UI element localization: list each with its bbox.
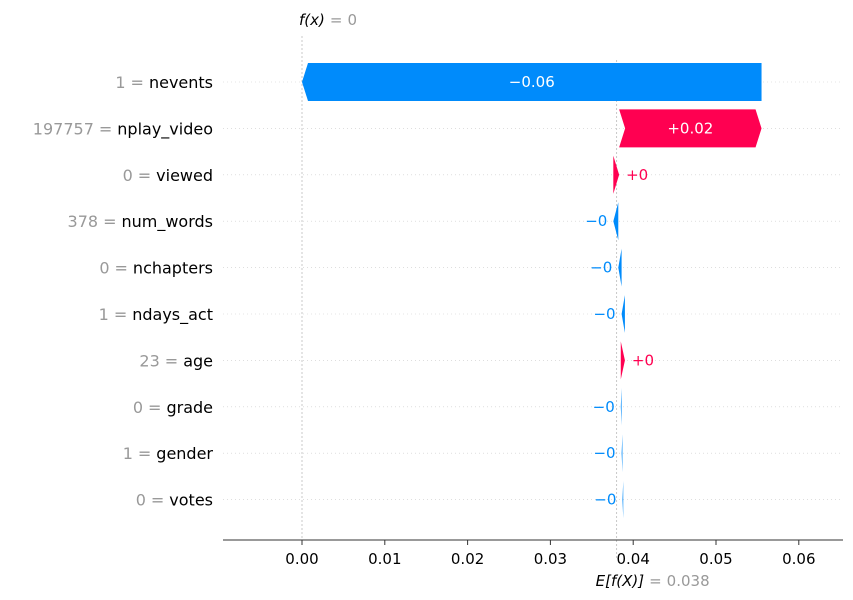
feature-name: nchapters [133, 259, 213, 278]
x-tick-label: 0.01 [368, 550, 401, 568]
feature-value: 0 [133, 398, 143, 417]
feature-label-nchapters: 0 = nchapters [99, 259, 213, 278]
feature-name: gender [156, 444, 213, 463]
feature-eq: = [148, 398, 161, 417]
x-tick-label: 0.00 [285, 550, 318, 568]
feature-label-num_words: 378 = num_words [68, 212, 213, 232]
feature-name: grade [166, 398, 213, 417]
feature-eq: = [131, 73, 144, 92]
expected-value-label: E[f(X)] = 0.038 [596, 572, 710, 590]
feature-value: 378 [68, 212, 99, 231]
feature-label-nevents: 1 = nevents [115, 73, 213, 92]
feature-label-grade: 0 = grade [133, 398, 213, 417]
efx-symbol: E[f(X)] [596, 572, 645, 590]
feature-name: ndays_act [132, 305, 213, 325]
feature-eq: = [99, 119, 112, 138]
feature-label-viewed: 0 = viewed [123, 166, 213, 185]
feature-name: nevents [149, 73, 213, 92]
feature-label-nplay_video: 197757 = nplay_video [33, 119, 213, 139]
feature-eq: = [138, 444, 151, 463]
bar-gender [621, 434, 623, 473]
feature-eq: = [151, 491, 164, 510]
bar-label-num_words: −0 [585, 212, 607, 230]
feature-eq: = [114, 305, 127, 324]
feature-name: votes [169, 491, 213, 510]
feature-name: nplay_video [117, 119, 213, 139]
bar-nplay_video [619, 109, 762, 148]
feature-value: 1 [123, 444, 133, 463]
feature-value: 0 [123, 166, 133, 185]
efx-eq: = [649, 572, 662, 590]
feature-label-votes: 0 = votes [136, 491, 213, 510]
feature-label-age: 23 = age [139, 351, 213, 370]
fx-label: f(x) = 0 [299, 11, 357, 29]
feature-label-gender: 1 = gender [123, 444, 214, 463]
fx-value: 0 [347, 11, 357, 29]
bar-num_words [613, 202, 619, 241]
feature-value: 1 [99, 305, 109, 324]
bar-label-nevents: −0.06 [509, 73, 555, 91]
bar-label-grade: −0 [593, 398, 615, 416]
x-tick-label: 0.03 [534, 550, 567, 568]
bar-nevents [302, 63, 762, 101]
x-tick-label: 0.04 [616, 550, 649, 568]
bars: −0.06 +0.02 +0 −0 −0 −0 +0 −0 −0 −0 [302, 63, 762, 519]
feature-value: 0 [99, 259, 109, 278]
bar-label-votes: −0 [594, 491, 616, 509]
feature-eq: = [115, 259, 128, 278]
feature-eq: = [138, 166, 151, 185]
efx-value: 0.038 [667, 572, 710, 590]
bar-nchapters [618, 248, 622, 287]
bar-votes [622, 480, 624, 519]
x-tick-label: 0.06 [782, 550, 815, 568]
feature-value: 0 [136, 491, 146, 510]
bar-label-viewed: +0 [626, 166, 648, 184]
feature-eq: = [103, 212, 116, 231]
bar-label-gender: −0 [593, 444, 615, 462]
feature-value: 1 [115, 73, 125, 92]
feature-value: 197757 [33, 119, 94, 138]
bar-viewed [613, 155, 620, 194]
x-axis: 0.00 0.01 0.02 0.03 0.04 0.05 0.06 [223, 539, 843, 568]
feature-label-ndays_act: 1 = ndays_act [99, 305, 213, 325]
feature-eq: = [165, 351, 178, 370]
bar-label-age: +0 [632, 351, 654, 369]
feature-name: viewed [156, 166, 213, 185]
bar-age [620, 341, 625, 380]
bar-label-ndays_act: −0 [593, 305, 615, 323]
feature-name: num_words [121, 212, 213, 232]
bar-label-nplay_video: +0.02 [667, 119, 713, 137]
bar-ndays_act [621, 295, 625, 333]
fx-symbol: f(x) [299, 11, 325, 29]
x-tick-label: 0.02 [451, 550, 484, 568]
bar-grade [620, 387, 622, 426]
feature-name: age [183, 351, 213, 370]
feature-value: 23 [139, 351, 159, 370]
x-tick-label: 0.05 [699, 550, 732, 568]
fx-eq: = [330, 11, 343, 29]
bar-label-nchapters: −0 [590, 259, 612, 277]
